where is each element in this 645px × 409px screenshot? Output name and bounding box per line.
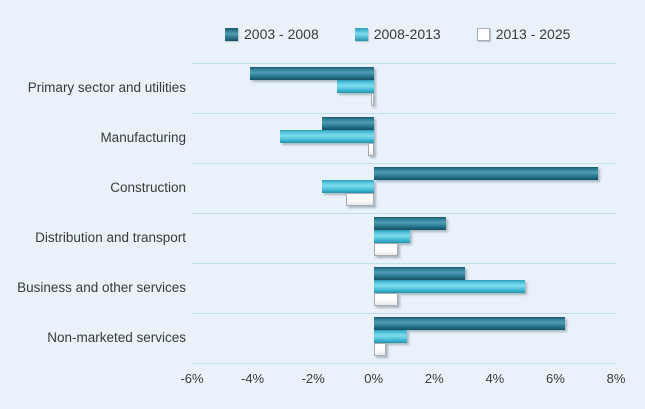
bar-2003-2008-row4 (373, 267, 465, 280)
bar-2013-2025-row3 (373, 243, 398, 256)
gridline (192, 263, 616, 264)
bar-2013-2025-row1 (367, 143, 374, 156)
x-tick-label: 6% (546, 371, 565, 386)
category-label: Primary sector and utilities (27, 80, 186, 95)
category-label: Distribution and transport (35, 230, 186, 245)
x-tick-label: 4% (485, 371, 505, 386)
gridline (192, 313, 616, 314)
legend-swatch-icon (225, 27, 238, 41)
bar-2013-2025-row5 (373, 343, 386, 356)
chart-legend: 2003 - 2008 2008-2013 2013 - 2025 (225, 24, 570, 44)
x-tick-label: 0% (364, 371, 384, 386)
bar-2013-2025-row0 (370, 93, 374, 106)
category-label: Manufacturing (100, 130, 186, 145)
x-tick-label: -2% (301, 371, 325, 386)
gridline (192, 163, 616, 164)
bar-2008-2013-row2 (322, 180, 374, 193)
bar-2008-2013-row5 (373, 330, 408, 343)
x-tick-label: 2% (424, 371, 444, 386)
bar-2008-2013-row1 (279, 130, 374, 143)
legend-swatch-icon (354, 27, 368, 41)
gridline (192, 63, 616, 64)
bar-2013-2025-row2 (346, 193, 374, 206)
gridline (192, 113, 616, 114)
bar-2008-2013-row4 (373, 280, 526, 293)
category-label: Construction (110, 180, 186, 195)
legend-label: 2013 - 2025 (495, 26, 571, 42)
gridline (192, 213, 616, 214)
bar-2003-2008-row3 (373, 217, 447, 230)
bar-2003-2008-row2 (373, 167, 598, 180)
x-tick-label: -6% (180, 371, 204, 386)
legend-item: 2008-2013 (354, 26, 441, 42)
bar-2008-2013-row0 (337, 80, 374, 93)
category-label: Non-marketed services (47, 330, 186, 345)
gridline (192, 363, 616, 364)
category-label: Business and other services (17, 280, 186, 295)
legend-item: 2013 - 2025 (476, 26, 571, 42)
x-tick-label: 8% (606, 371, 626, 386)
bar-2003-2008-row1 (322, 117, 374, 130)
legend-label: 2003 - 2008 (244, 26, 319, 42)
legend-label: 2008-2013 (373, 26, 441, 42)
legend-swatch-icon (476, 27, 490, 41)
bar-2003-2008-row0 (249, 67, 374, 80)
legend-item: 2003 - 2008 (225, 27, 319, 41)
bar-2003-2008-row5 (373, 317, 565, 330)
bar-2008-2013-row3 (373, 230, 411, 243)
bar-2013-2025-row4 (373, 293, 398, 306)
x-tick-label: -4% (241, 371, 265, 386)
